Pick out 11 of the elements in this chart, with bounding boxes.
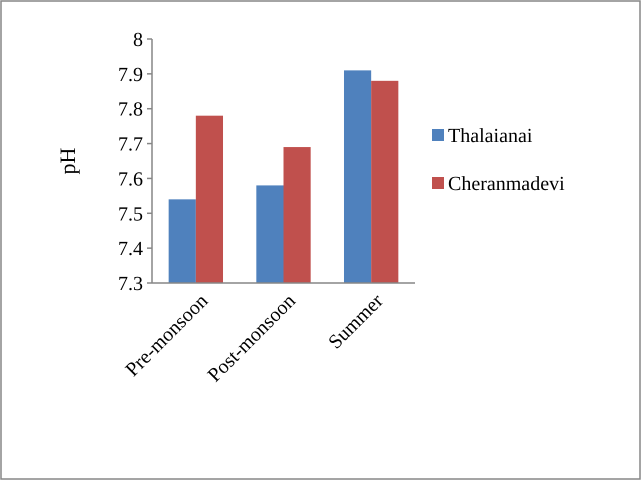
y-tick-label: 7.7 [118, 134, 143, 156]
y-tick-label: 8 [133, 29, 143, 51]
legend-label: Cheranmadevi [448, 173, 566, 195]
y-tick-label: 7.5 [118, 203, 143, 226]
y-tick-label: 7.6 [118, 168, 143, 190]
y-axis-title: pH [55, 147, 80, 174]
y-tick-label: 7.4 [118, 238, 143, 260]
y-tick-label: 7.3 [118, 273, 143, 295]
legend-label: Thalaianai [448, 125, 533, 147]
y-tick-label: 7.8 [118, 98, 143, 121]
y-tick-label: 7.9 [118, 64, 143, 86]
